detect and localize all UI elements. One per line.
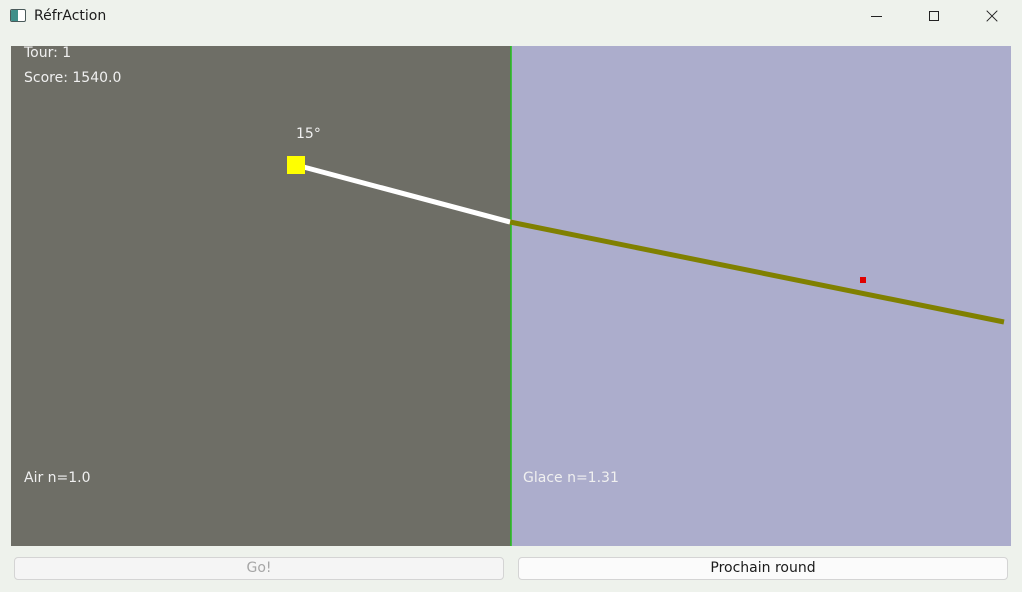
incident-ray (293, 162, 513, 225)
window-title: RéfrAction (34, 8, 107, 24)
minimize-button[interactable] (847, 0, 905, 32)
medium-ice-label: Glace n=1.31 (523, 470, 619, 486)
go-button[interactable]: Go! (14, 557, 504, 580)
minimize-icon (870, 15, 882, 17)
app-window-icon (10, 9, 26, 22)
maximize-icon (929, 11, 939, 21)
medium-air-label: Air n=1.0 (24, 470, 91, 486)
next-round-button[interactable]: Prochain round (518, 557, 1008, 580)
close-button[interactable] (963, 0, 1021, 32)
game-canvas[interactable]: Tour: 1 Score: 1540.0 15° Air n=1.0 Glac… (11, 46, 1011, 546)
close-icon (986, 10, 998, 22)
medium-air-region (11, 46, 511, 546)
angle-label: 15° (296, 126, 321, 142)
refracted-ray (509, 219, 1005, 325)
title-bar: RéfrAction (0, 0, 1022, 34)
round-counter: Tour: 1 (24, 46, 72, 61)
maximize-button[interactable] (905, 0, 963, 32)
light-emitter[interactable] (287, 156, 305, 174)
score-display: Score: 1540.0 (24, 70, 122, 86)
target-marker (860, 277, 866, 283)
scene-drawing (11, 46, 1011, 546)
medium-ice-region (511, 46, 1011, 546)
